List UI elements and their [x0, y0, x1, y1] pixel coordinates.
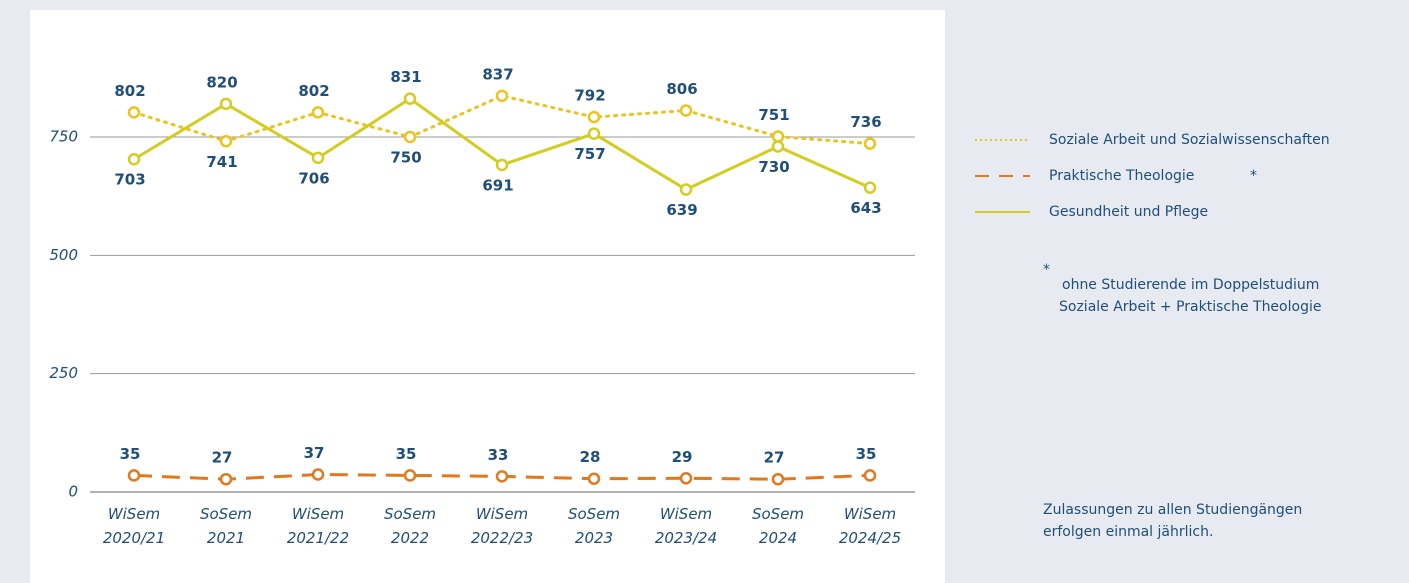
point — [679, 183, 693, 196]
point — [863, 469, 877, 482]
data-label: 28 — [580, 448, 601, 466]
point — [495, 470, 509, 483]
data-label: 35 — [396, 445, 417, 463]
x-tick-label: WiSem 2022/23 — [471, 505, 533, 547]
legend-label: Gesundheit und Pflege — [1049, 204, 1208, 220]
legend-label: Soziale Arbeit und Sozialwissenschaften — [1049, 132, 1330, 148]
data-label: 37 — [304, 444, 325, 462]
data-label: 831 — [390, 68, 421, 86]
legend-label: Praktische Theologie — [1049, 168, 1194, 184]
x-tick-label: SoSem 2022 — [384, 505, 436, 547]
point — [863, 137, 877, 150]
footnote-marker: * — [1043, 262, 1050, 278]
data-label: 27 — [764, 449, 785, 467]
series-line — [132, 94, 872, 146]
y-tick-label: 750 — [49, 128, 78, 146]
point — [495, 89, 509, 103]
point — [127, 152, 141, 166]
data-label: 33 — [488, 446, 509, 464]
point — [771, 140, 785, 153]
legend-marker: * — [1250, 168, 1257, 184]
x-tick-label: SoSem 2021 — [200, 505, 252, 547]
data-label: 643 — [850, 199, 881, 217]
point — [587, 472, 601, 485]
point — [127, 106, 141, 119]
x-tick-label: WiSem 2024/25 — [839, 505, 901, 547]
point — [311, 151, 325, 165]
point — [771, 130, 785, 143]
data-label: 29 — [672, 448, 693, 466]
x-tick-label: SoSem 2023 — [568, 505, 620, 547]
data-label: 27 — [212, 449, 233, 467]
point — [679, 472, 693, 485]
data-label: 35 — [856, 445, 877, 463]
note: erfolgen einmal jährlich. — [1043, 524, 1213, 540]
point — [403, 469, 417, 482]
y-tick-label: 250 — [49, 364, 78, 382]
x-tick-label: WiSem 2021/22 — [287, 505, 349, 547]
point — [219, 97, 233, 111]
data-label: 35 — [120, 445, 141, 463]
point — [219, 135, 233, 148]
x-tick-label: WiSem 2020/21 — [103, 505, 165, 547]
point — [403, 130, 417, 144]
point — [587, 110, 601, 124]
point — [219, 472, 233, 486]
data-label: 706 — [298, 169, 329, 187]
data-label: 792 — [574, 87, 605, 105]
x-tick-label: WiSem 2023/24 — [655, 505, 717, 547]
data-label: 820 — [206, 73, 237, 91]
data-label: 757 — [574, 145, 605, 163]
point — [863, 181, 877, 194]
y-tick-label: 0 — [68, 483, 78, 501]
point — [311, 468, 325, 481]
data-label: 730 — [758, 158, 789, 176]
footnote: ohne Studierende im Doppelstudium — [1062, 277, 1319, 293]
data-label: 736 — [850, 113, 881, 131]
point — [127, 469, 141, 482]
data-label: 806 — [666, 80, 697, 98]
point — [679, 104, 693, 117]
data-label: 691 — [482, 176, 513, 194]
data-label: 837 — [482, 65, 513, 83]
point — [311, 106, 325, 119]
data-label: 639 — [666, 201, 697, 219]
data-label: 703 — [114, 171, 145, 189]
note: Zulassungen zu allen Studiengängen — [1043, 502, 1302, 518]
point — [495, 158, 509, 172]
y-tick-label: 500 — [49, 246, 78, 264]
point — [587, 127, 601, 140]
footnote: Soziale Arbeit + Praktische Theologie — [1059, 299, 1321, 315]
chart-panel — [30, 10, 945, 583]
data-label: 802 — [298, 82, 329, 100]
data-label: 750 — [390, 149, 421, 167]
x-tick-label: SoSem 2024 — [752, 505, 804, 547]
data-label: 802 — [114, 82, 145, 100]
point — [403, 92, 417, 105]
data-label: 741 — [206, 153, 237, 171]
point — [771, 472, 785, 486]
data-label: 751 — [758, 106, 789, 124]
